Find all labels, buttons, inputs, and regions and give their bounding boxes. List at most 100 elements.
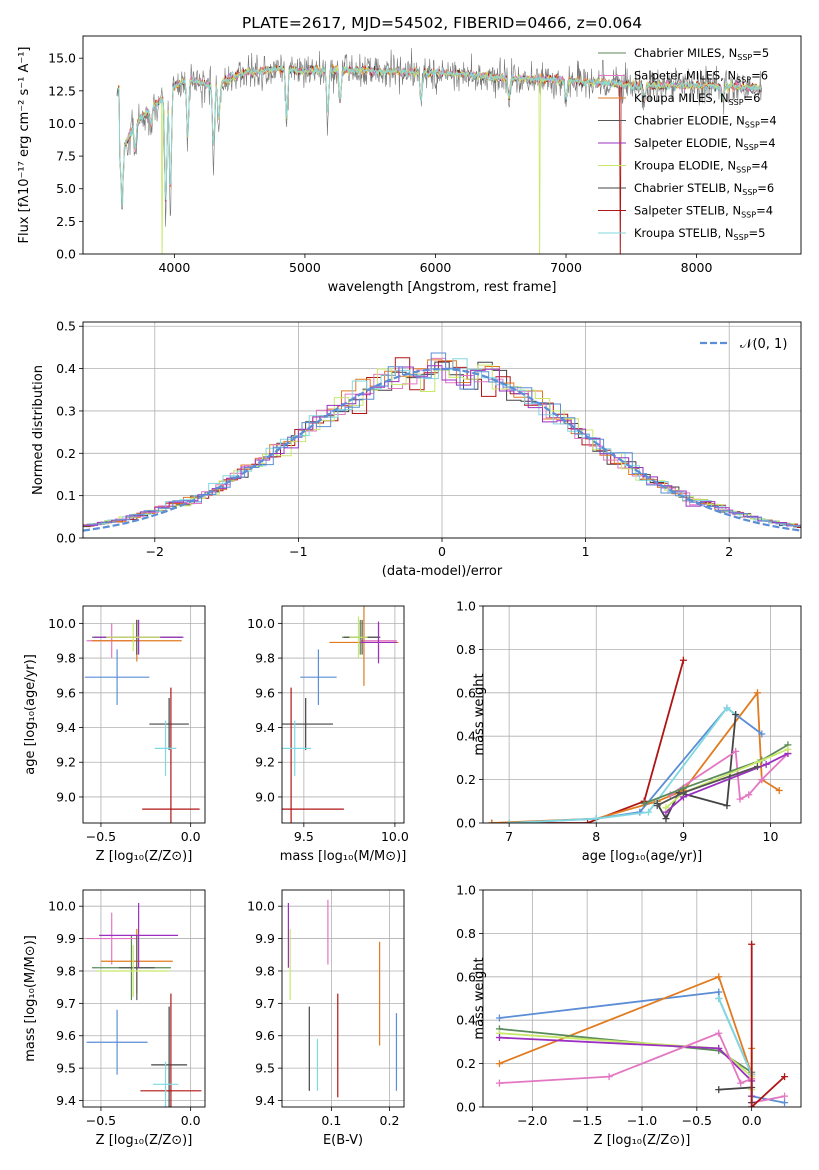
- legend-entry: Chabrier ELODIE, NSSP=4: [634, 114, 777, 130]
- weight-line: [499, 1036, 753, 1097]
- y-tick-label: 9.8: [255, 651, 275, 666]
- model-line-kroupa-stelib: [117, 64, 762, 207]
- errorbar-point-kroupa-elodie: [106, 623, 161, 652]
- y-tick-label: 9.6: [255, 685, 275, 700]
- y-tick-label: 9.8: [56, 651, 76, 666]
- weight-series-chabrier-miles: [640, 741, 792, 807]
- x-axis-label: Z [log₁₀(Z/Z⊙)]: [96, 849, 193, 864]
- weight-marker: [736, 795, 744, 803]
- x-tick-label: 6000: [420, 260, 452, 275]
- y-tick-label: 9.2: [56, 755, 76, 770]
- y-tick-label: 0.5: [56, 319, 76, 334]
- x-axis-label: Z [log₁₀(Z/Z⊙)]: [96, 1133, 193, 1148]
- legend-nssp-subscript: SSP: [745, 121, 760, 130]
- weight-marker: [748, 940, 756, 948]
- legend-series-name: Salpeter ELODIE: [634, 136, 728, 150]
- axes-frame: [82, 605, 206, 824]
- y-tick-label: 0.6: [456, 969, 476, 984]
- y-tick-label: 0.6: [456, 685, 476, 700]
- y-tick-label: 10.0: [48, 616, 76, 631]
- y-tick-label: 0.4: [456, 729, 476, 744]
- axes-frame: [82, 35, 802, 255]
- weight-marker: [653, 802, 661, 810]
- y-tick-label: 0.0: [456, 1100, 476, 1115]
- y-tick-label: 1.0: [456, 599, 476, 614]
- x-tick-label: 0.0: [181, 1113, 201, 1128]
- legend-nssp-value: =6: [757, 181, 774, 195]
- x-axis-label: (data-model)/error: [382, 564, 503, 579]
- y-tick-label: 9.9: [56, 931, 76, 946]
- weight-series-salpeter-elodie: [662, 750, 792, 816]
- legend-nssp-subscript: SSP: [742, 188, 757, 197]
- y-tick-label: 2.5: [56, 214, 76, 229]
- panel-mass-vs-Z: −0.5 0.0 9.4 9.5 9.6 9.7 9.8 9.9 10.0 Z [log₁₀(Z/…: [23, 889, 206, 1148]
- legend-entry: Kroupa ELODIE, NSSP=4: [634, 159, 768, 175]
- y-tick-label: 0.8: [456, 642, 476, 657]
- weight-marker: [781, 1073, 789, 1081]
- x-tick-label: 7000: [550, 260, 582, 275]
- legend-series-name: Chabrier STELIB: [634, 181, 726, 195]
- weight-marker: [495, 1034, 503, 1042]
- y-tick-label: 0.4: [456, 1013, 476, 1028]
- legend-series-name: Salpeter MILES: [634, 69, 720, 83]
- weight-marker: [715, 1044, 723, 1052]
- legend-nssp-value: =6: [751, 69, 768, 83]
- weight-marker: [662, 815, 670, 823]
- weight-marker: [723, 802, 731, 810]
- panel-age-vs-Z: −0.5 0.0 9.0 9.2 9.4 9.6 9.8 10.0 Z [log₁₀(Z/Z⊙)…: [23, 605, 206, 864]
- weight-marker: [781, 1092, 789, 1100]
- legend-nssp-subscript: SSP: [736, 166, 751, 175]
- legend-entry: Chabrier MILES, NSSP=5: [634, 46, 769, 62]
- y-tick-label: 1.0: [456, 883, 476, 898]
- legend-nssp-subscript: SSP: [734, 233, 749, 242]
- x-tick-label: 2: [725, 544, 733, 559]
- legend-nssp-value: =4: [751, 159, 768, 173]
- weight-marker: [745, 791, 753, 799]
- y-tick-label: 10.0: [48, 116, 76, 131]
- weight-line: [491, 660, 685, 823]
- x-axis-label: mass [log₁₀(M/M⊙)]: [280, 849, 407, 864]
- weight-marker: [488, 819, 496, 823]
- x-tick-label: 9.5: [294, 829, 314, 844]
- plot-area-weight-vs-age: [483, 606, 801, 823]
- weight-marker: [715, 1086, 723, 1094]
- x-tick-label: −1: [289, 544, 307, 559]
- y-tick-label: 9.6: [56, 1028, 76, 1043]
- legend-series-name: Salpeter STELIB: [634, 204, 725, 218]
- legend-nssp-subscript: SSP: [737, 53, 752, 62]
- x-tick-label: −2: [146, 544, 164, 559]
- x-tick-label: −0.5: [86, 1113, 116, 1128]
- y-axis-label: Normed distribution: [31, 365, 46, 495]
- y-tick-label: 0.0: [56, 247, 76, 262]
- weight-line: [643, 744, 789, 805]
- errorbar-point-salpeter-stelib: [142, 687, 200, 823]
- legend-nssp-prefix: , N: [720, 69, 736, 83]
- errorbar-point-salpeter-elodie: [99, 902, 179, 968]
- axes-frame: [482, 889, 802, 1108]
- weight-line: [669, 749, 789, 801]
- legend-nssp-prefix: , N: [713, 91, 729, 105]
- errorbar-point-salpeter-miles: [86, 912, 137, 965]
- x-tick-label: 9: [679, 829, 687, 844]
- plot-area-mass-vs-EBV: [282, 890, 404, 1107]
- legend-nssp-subscript: SSP: [741, 211, 756, 220]
- weight-line: [665, 748, 789, 809]
- weight-line: [750, 944, 786, 1107]
- weight-marker: [732, 711, 740, 718]
- y-tick-label: 9.0: [255, 789, 275, 804]
- y-tick-label: 9.4: [255, 720, 275, 735]
- errorbar-point-kroupa-stelib: [152, 1061, 179, 1107]
- weight-marker: [762, 760, 770, 768]
- y-tick-label: 9.8: [56, 963, 76, 978]
- x-axis-label: E(B-V): [323, 1133, 363, 1148]
- x-tick-label: −0.5: [682, 1113, 712, 1128]
- errorbar-point-salpeter-elodie: [360, 621, 397, 664]
- weight-marker: [645, 808, 653, 816]
- legend-nssp-subscript: SSP: [729, 98, 744, 107]
- legend-entry: Kroupa MILES, NSSP=6: [634, 91, 761, 107]
- y-tick-label: 0.3: [56, 403, 76, 418]
- x-tick-label: 5000: [289, 260, 321, 275]
- weight-marker: [784, 745, 792, 753]
